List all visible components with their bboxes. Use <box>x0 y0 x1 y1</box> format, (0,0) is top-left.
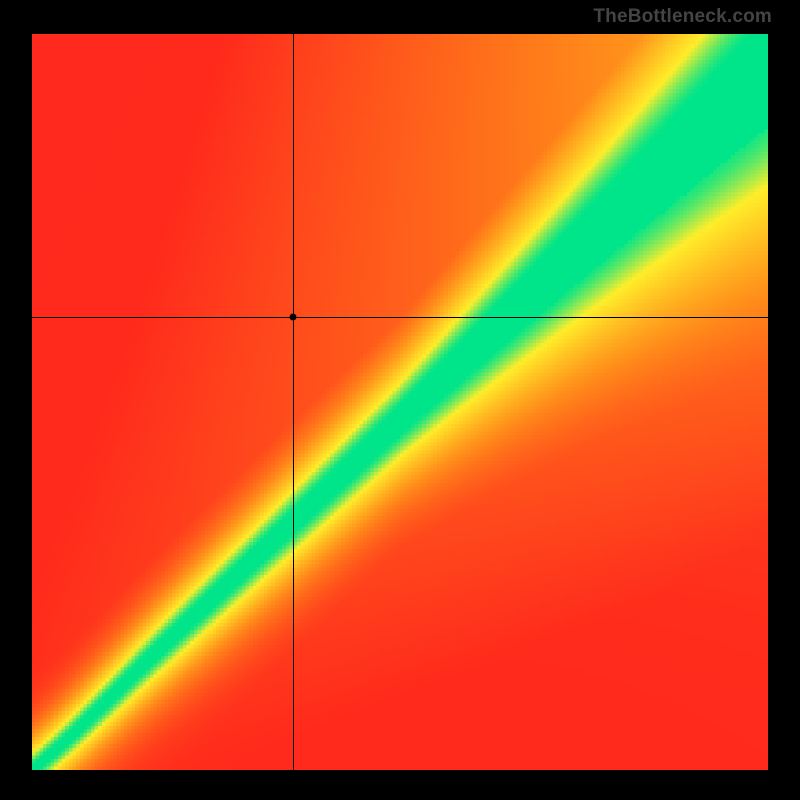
crosshair-dot <box>290 314 297 321</box>
heatmap-canvas <box>32 34 768 770</box>
bottleneck-heatmap <box>32 34 768 770</box>
crosshair-vertical <box>293 34 294 770</box>
crosshair-horizontal <box>32 317 768 318</box>
watermark-text: TheBottleneck.com <box>593 6 772 28</box>
